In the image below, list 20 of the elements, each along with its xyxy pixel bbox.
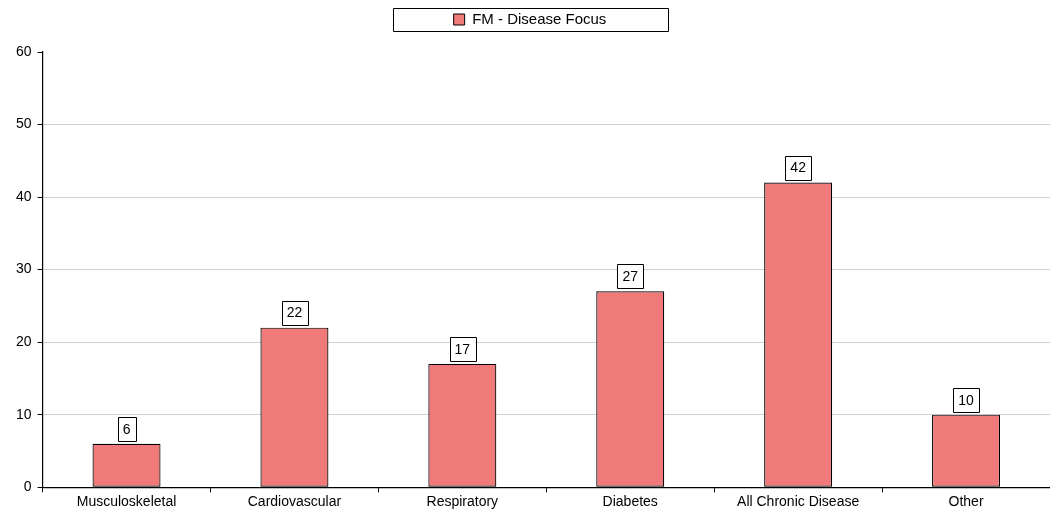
x-tick-label: Musculoskeletal	[76, 493, 177, 510]
x-tick-label: Other	[948, 493, 984, 510]
data-label: 17	[454, 340, 471, 357]
x-tick-label: Respiratory	[426, 493, 499, 510]
data-label: 27	[622, 268, 639, 285]
y-tick-label: 60	[15, 42, 32, 59]
data-label: 6	[122, 420, 131, 437]
x-tick-label: Cardiovascular	[247, 493, 342, 510]
data-label: 10	[958, 391, 975, 408]
y-tick-label: 10	[15, 405, 32, 422]
y-tick-label: 20	[15, 332, 32, 349]
y-tick-label: 50	[15, 115, 32, 132]
legend-label: FM - Disease Focus	[472, 9, 607, 27]
x-tick-label: All Chronic Disease	[737, 493, 860, 510]
data-label: 42	[790, 159, 807, 176]
y-tick-label: 40	[15, 187, 32, 204]
x-tick-label: Diabetes	[602, 493, 658, 510]
y-tick-label: 30	[15, 260, 32, 277]
data-label: 22	[286, 304, 303, 321]
y-tick-label: 0	[23, 478, 32, 495]
